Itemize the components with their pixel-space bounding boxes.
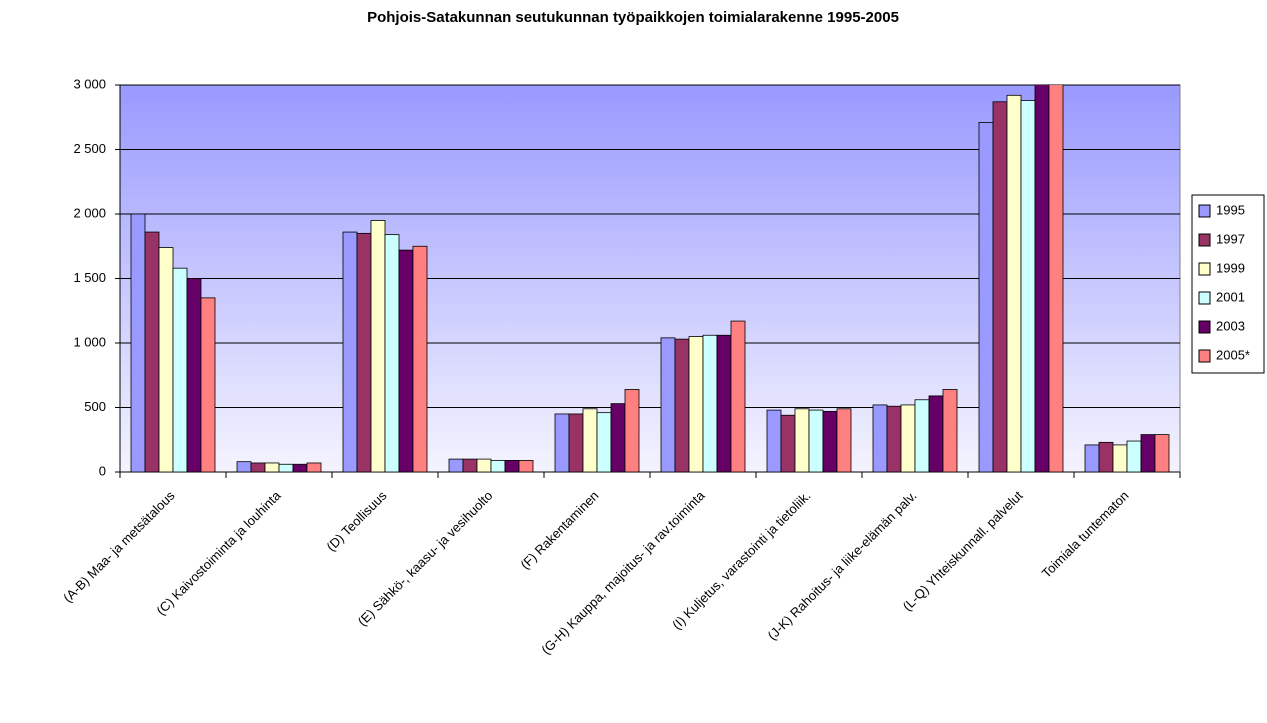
bar <box>554 413 570 473</box>
x-tick-label: (L-Q) Yhteiskunnall. palvelut <box>900 488 1026 614</box>
bar <box>1140 434 1156 473</box>
bar <box>1006 94 1022 473</box>
bar <box>370 220 386 473</box>
bar <box>766 409 782 473</box>
bar <box>688 336 704 473</box>
y-tick-label: 500 <box>84 399 106 414</box>
legend-swatch <box>1198 291 1211 305</box>
y-tick-label: 3 000 <box>73 76 106 91</box>
bar <box>490 459 506 473</box>
bar <box>292 463 308 473</box>
bar <box>992 101 1008 473</box>
bar <box>144 231 160 473</box>
bar <box>822 410 838 473</box>
bar <box>716 334 732 473</box>
bar <box>794 408 810 473</box>
bar <box>872 404 888 473</box>
legend-label: 2001 <box>1216 289 1245 304</box>
bar <box>624 389 640 473</box>
x-tick-label: (F) Rakentaminen <box>517 488 601 572</box>
bar <box>412 245 428 473</box>
bar <box>236 461 252 473</box>
bar <box>730 320 746 473</box>
bar <box>1084 444 1100 473</box>
bar <box>158 247 174 473</box>
bar <box>928 395 944 473</box>
bar <box>130 213 146 473</box>
bar <box>1048 85 1064 473</box>
bar <box>1020 100 1036 473</box>
chart-title: Pohjois-Satakunnan seutukunnan työpaikko… <box>367 9 899 26</box>
y-tick-label: 1 000 <box>73 334 106 349</box>
legend-swatch <box>1198 320 1211 334</box>
legend-label: 2003 <box>1216 318 1245 333</box>
bar <box>886 405 902 473</box>
bar <box>306 462 322 473</box>
bar <box>1154 434 1170 473</box>
bar <box>1126 440 1142 473</box>
legend-label: 1999 <box>1216 260 1245 275</box>
bar <box>264 462 280 473</box>
bar <box>172 267 188 473</box>
legend-label: 1995 <box>1216 202 1245 217</box>
bar <box>250 462 266 473</box>
bars <box>130 85 1170 473</box>
bar <box>914 399 930 473</box>
bar <box>384 234 400 473</box>
bar <box>1112 444 1128 473</box>
y-tick-label: 2 500 <box>73 141 106 156</box>
x-tick-label: (D) Teollisuus <box>323 488 389 554</box>
bar <box>356 232 372 473</box>
bar <box>596 412 612 473</box>
bar <box>186 278 202 473</box>
legend-box <box>1191 194 1265 374</box>
bar <box>342 231 358 473</box>
bar <box>660 337 676 473</box>
bar <box>1098 441 1114 473</box>
bar <box>808 409 824 473</box>
legend-swatch <box>1198 262 1211 276</box>
legend-swatch <box>1198 204 1211 218</box>
bar <box>398 249 414 473</box>
y-tick-label: 2 000 <box>73 205 106 220</box>
bar <box>278 463 294 473</box>
bar <box>476 458 492 473</box>
bar <box>582 408 598 473</box>
x-tick-label: Toimiala tuntematon <box>1039 488 1132 581</box>
bar <box>568 413 584 473</box>
bar <box>836 408 852 473</box>
x-tick-label: (A-B) Maa- ja metsätalous <box>60 488 178 606</box>
bar <box>610 403 626 473</box>
bar <box>942 389 958 473</box>
legend-label: 1997 <box>1216 231 1245 246</box>
bar <box>518 459 534 473</box>
bar <box>702 334 718 473</box>
bar <box>1034 85 1050 473</box>
bar <box>504 459 520 473</box>
bar <box>462 458 478 473</box>
x-tick-label: (C) Kaivostoiminta ja louhinta <box>153 487 284 618</box>
bar <box>674 338 690 473</box>
x-tick-label: (G-H) Kauppa, majoitus- ja rav.toiminta <box>538 487 708 657</box>
legend-swatch <box>1198 233 1211 247</box>
y-tick-label: 0 <box>99 463 106 478</box>
legend-swatch <box>1198 349 1211 363</box>
y-tick-label: 1 500 <box>73 270 106 285</box>
bar <box>200 297 216 473</box>
legend-label: 2005* <box>1216 347 1250 362</box>
bar <box>978 122 994 473</box>
bar <box>900 404 916 473</box>
bar <box>448 458 464 473</box>
bar <box>780 414 796 473</box>
